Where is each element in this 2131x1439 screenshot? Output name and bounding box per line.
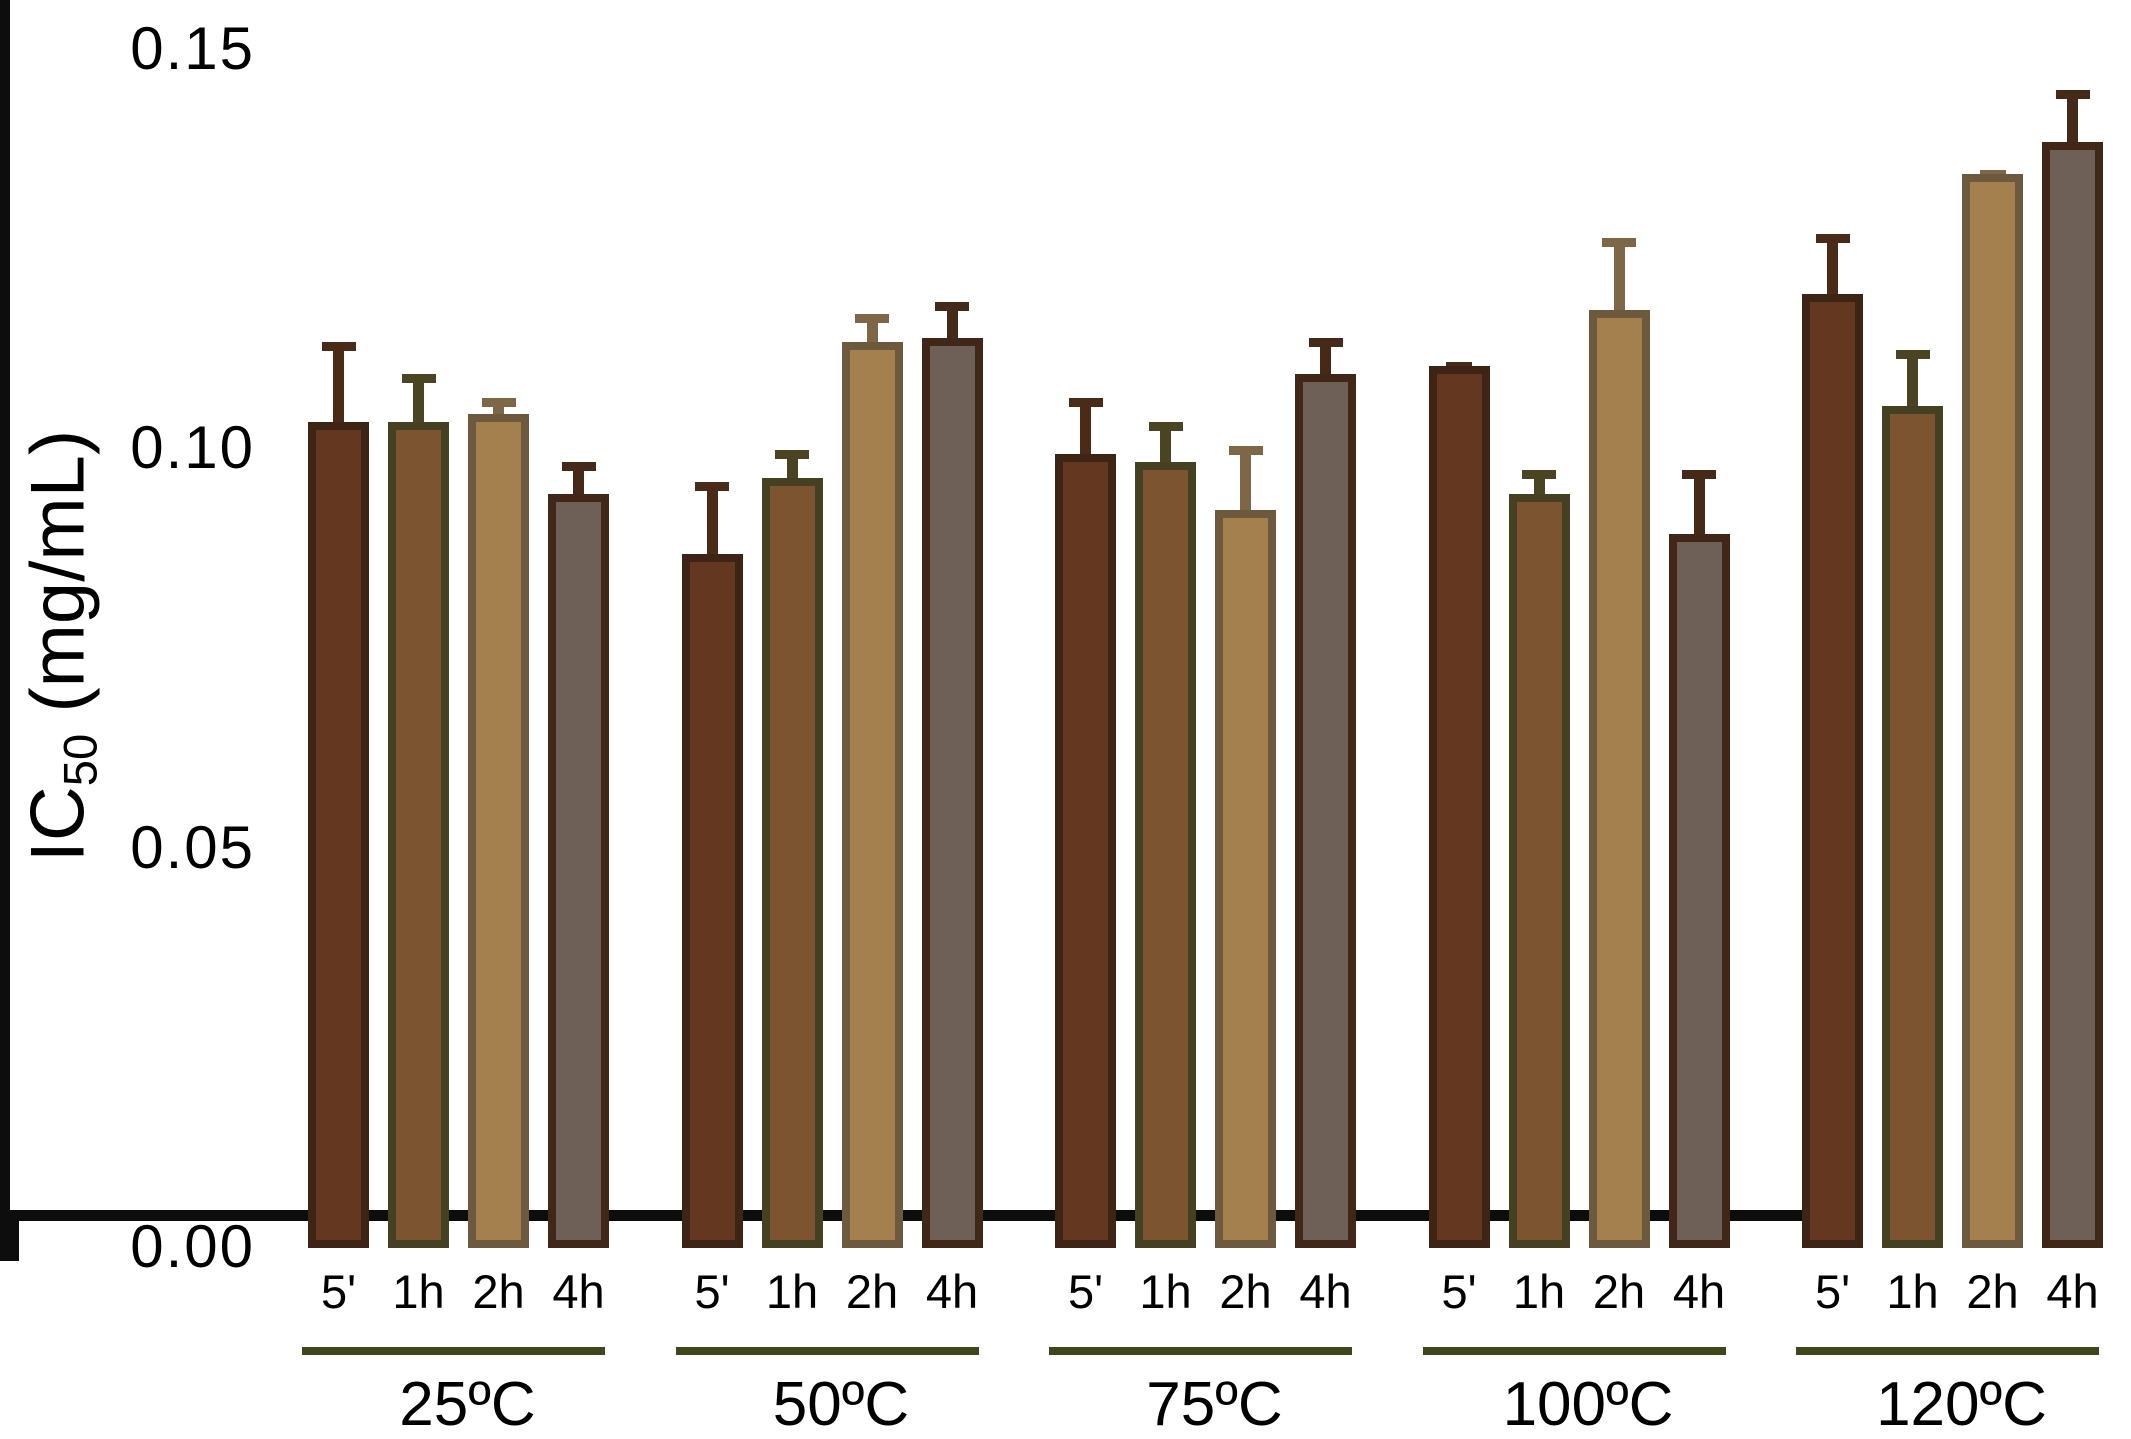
- bar-75ºC-4-hour: [1295, 374, 1356, 1248]
- group-underline: [302, 1347, 605, 1355]
- bar-time-label: 1h: [392, 1265, 445, 1318]
- error-bar-stem: [1533, 472, 1545, 509]
- bar-time-label: 2h: [845, 1265, 899, 1318]
- error-bar-stem: [333, 345, 344, 438]
- error-bar-stem: [1907, 353, 1918, 422]
- bar-time-label: 4h: [552, 1265, 605, 1318]
- y-tick: [0, 1221, 19, 1231]
- bar-time-label: 2h: [1219, 1265, 1272, 1318]
- bar-75ºC-2-hour: [1215, 509, 1276, 1248]
- error-bar-stem: [1080, 401, 1091, 469]
- bar-50ºC-2-hour: [841, 342, 903, 1248]
- x-axis-line: [0, 1210, 1818, 1221]
- error-bar-stem: [706, 484, 718, 569]
- y-tick-label: 0.05: [130, 813, 255, 881]
- error-bar-stem: [866, 317, 878, 358]
- group-underline: [1796, 1347, 2099, 1355]
- bar-time-label: 5': [1814, 1265, 1851, 1318]
- y-axis-label-sub: 50: [53, 733, 107, 787]
- bar-100ºC-2-hour: [1588, 310, 1650, 1248]
- group-label: 100ºC: [1502, 1370, 1674, 1439]
- error-bar-stem: [2067, 93, 2078, 158]
- error-bar-stem: [573, 464, 584, 509]
- bar-time-label: 1h: [1512, 1265, 1566, 1318]
- y-tick-label: 0.15: [130, 14, 255, 82]
- bar-120ºC-2-hour: [1962, 174, 2023, 1248]
- y-axis-label: IC50 (mg/mL): [15, 430, 106, 862]
- error-bar-stem: [413, 377, 424, 438]
- bar-100ºC-5-min: [1428, 366, 1490, 1248]
- error-bar-stem: [1613, 241, 1625, 326]
- bar-time-label: 4h: [925, 1265, 979, 1318]
- bar-25ºC-4-hour: [548, 493, 609, 1248]
- bar-time-label: 4h: [2046, 1265, 2099, 1318]
- group-label: 50ºC: [772, 1370, 910, 1439]
- error-bar-stem: [1693, 472, 1705, 549]
- group-label: 25ºC: [399, 1370, 536, 1439]
- y-tick: [0, 1231, 19, 1241]
- y-tick: [0, 1251, 19, 1261]
- bar-75ºC-1-hour: [1135, 461, 1196, 1248]
- bar-25ºC-1-hour: [388, 422, 449, 1248]
- bar-time-label: 5': [1441, 1265, 1477, 1318]
- bar-time-label: 1h: [1886, 1265, 1939, 1318]
- bar-120ºC-5-min: [1802, 294, 1863, 1248]
- bar-time-label: 5': [320, 1265, 357, 1318]
- group-label: 75ºC: [1146, 1370, 1283, 1439]
- bar-120ºC-1-hour: [1882, 406, 1943, 1248]
- group-label: 120ºC: [1876, 1370, 2047, 1439]
- y-tick-label: 0.00: [130, 1213, 255, 1280]
- bar-100ºC-4-hour: [1668, 533, 1730, 1248]
- bar-25ºC-2-hour: [468, 414, 529, 1248]
- y-tick: [0, 1241, 19, 1251]
- error-bar-stem: [1160, 425, 1171, 477]
- bar-time-label: 5': [1067, 1265, 1104, 1318]
- bar-time-label: 2h: [472, 1265, 525, 1318]
- bar-time-label: 4h: [1672, 1265, 1726, 1318]
- bar-50ºC-4-hour: [921, 338, 983, 1248]
- bar-time-label: 1h: [1139, 1265, 1192, 1318]
- bar-100ºC-1-hour: [1508, 493, 1570, 1248]
- group-underline: [1422, 1347, 1726, 1355]
- error-bar-stem: [946, 305, 958, 354]
- bar-120ºC-4-hour: [2042, 142, 2103, 1248]
- bar-time-label: 4h: [1299, 1265, 1352, 1318]
- bar-25ºC-5-min: [308, 422, 369, 1248]
- bar-50ºC-5-min: [681, 553, 743, 1248]
- bar-time-label: 2h: [1592, 1265, 1646, 1318]
- bar-75ºC-5-min: [1055, 453, 1116, 1248]
- y-axis-line: [0, 0, 10, 1210]
- error-bar-stem: [1827, 237, 1838, 310]
- group-underline: [1049, 1347, 1352, 1355]
- bar-time-label: 5': [694, 1265, 730, 1318]
- error-bar-stem: [1240, 449, 1251, 525]
- group-underline: [675, 1347, 979, 1355]
- bar-50ºC-1-hour: [761, 477, 823, 1248]
- bar-time-label: 1h: [765, 1265, 819, 1318]
- error-bar-stem: [1320, 341, 1331, 390]
- y-tick-label: 0.10: [130, 414, 255, 481]
- bar-time-label: 2h: [1966, 1265, 2019, 1318]
- error-bar-stem: [786, 452, 798, 493]
